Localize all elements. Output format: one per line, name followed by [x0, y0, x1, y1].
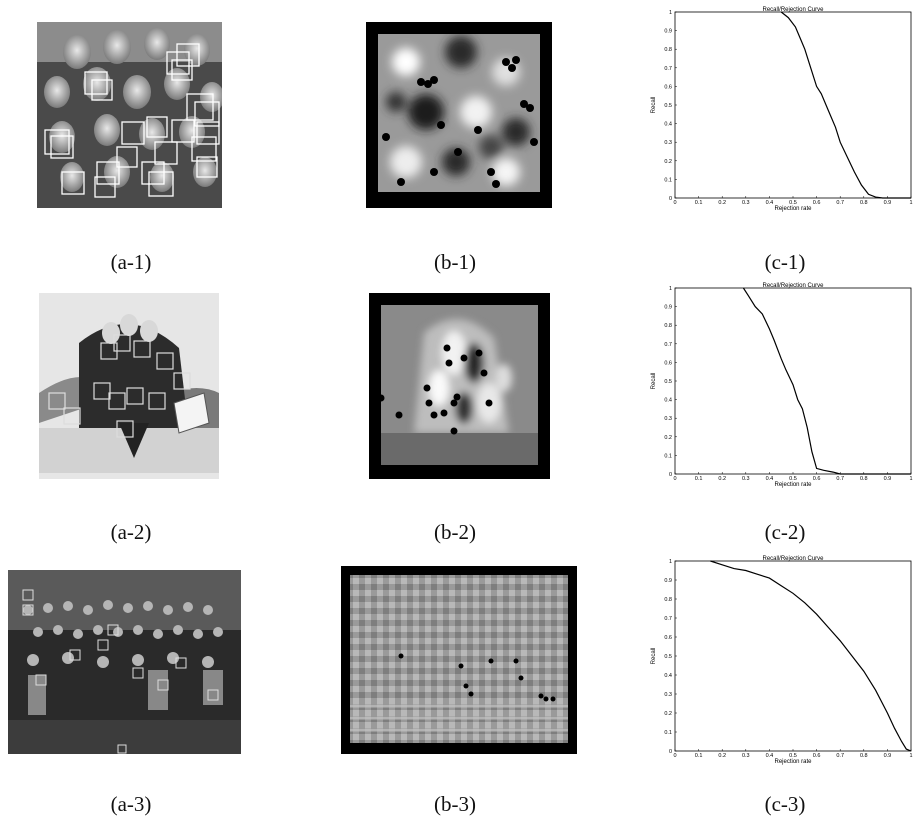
- series-line-0: [742, 287, 911, 475]
- y-tick-label: 0.1: [664, 730, 672, 736]
- saliency-b3: [341, 566, 577, 754]
- recall-chart-c3: Recall/Rejection Curve 0 0.1 0.2 0.3 0.4 0.5 0.…: [651, 556, 913, 765]
- caption-a1: (a-1): [110, 250, 152, 274]
- x-tick-label: 0.2: [718, 200, 726, 206]
- y-tick-label: 0.2: [664, 711, 672, 717]
- recall-chart-c2: Recall/Rejection Curve 0 0.1 0.2 0.3 0.4 0.5 0.…: [651, 283, 913, 488]
- y-tick-label: 0.7: [664, 66, 672, 72]
- caption-b1: (b-1): [434, 250, 476, 274]
- caption-a2: (a-2): [110, 520, 152, 544]
- chart-title: Recall/Rejection Curve: [762, 283, 824, 289]
- y-tick-label: 0.4: [664, 673, 672, 679]
- x-tick-label: 0.7: [836, 753, 844, 759]
- y-tick-label: 0.7: [664, 342, 672, 348]
- caption-c1: (c-1): [764, 250, 806, 274]
- y-tick-label: 0.9: [664, 29, 672, 35]
- x-tick-label: 0.7: [836, 476, 844, 482]
- y-tick-label: 0.2: [664, 435, 672, 441]
- plot-frame: [674, 560, 912, 752]
- chart-title: Recall/Rejection Curve: [762, 7, 824, 13]
- y-tick-label: 0.8: [664, 597, 672, 603]
- y-tick-label: 0.6: [664, 84, 672, 90]
- saliency-b1: [366, 22, 552, 208]
- y-tick-label: 0.8: [664, 47, 672, 53]
- x-tick-label: 0.1: [695, 753, 703, 759]
- x-tick-label: 0.3: [742, 476, 750, 482]
- x-axis-label: Rejection rate: [774, 759, 812, 765]
- y-tick-label: 0.6: [664, 360, 672, 366]
- series-line-0: [780, 11, 911, 199]
- x-tick-label: 0.4: [766, 476, 774, 482]
- x-tick-label: 0.4: [766, 753, 774, 759]
- y-tick-label: 0.3: [664, 140, 672, 146]
- y-tick-label: 0: [669, 749, 672, 755]
- x-tick-label: 0.2: [718, 753, 726, 759]
- y-tick-label: 0.9: [664, 305, 672, 311]
- photo-a2: [39, 293, 219, 479]
- caption-c2: (c-2): [764, 520, 806, 544]
- x-axis-label: Rejection rate: [774, 482, 812, 488]
- x-tick-label: 0.9: [884, 200, 892, 206]
- y-tick-label: 0.4: [664, 398, 672, 404]
- caption-c3: (c-3): [764, 792, 806, 816]
- y-tick-label: 0: [669, 472, 672, 478]
- x-tick-label: 0: [673, 200, 676, 206]
- y-tick-label: 1: [669, 286, 672, 292]
- y-tick-label: 1: [669, 10, 672, 16]
- y-tick-label: 0.2: [664, 159, 672, 165]
- caption-b3: (b-3): [434, 792, 476, 816]
- y-axis-label: Recall: [651, 648, 657, 665]
- x-axis-label: Rejection rate: [774, 206, 812, 212]
- y-tick-label: 0.3: [664, 692, 672, 698]
- x-tick-label: 0.3: [742, 753, 750, 759]
- x-tick-label: 0: [673, 753, 676, 759]
- y-tick-label: 0.8: [664, 323, 672, 329]
- x-tick-label: 1: [909, 200, 912, 206]
- y-tick-label: 0: [669, 196, 672, 202]
- y-tick-label: 0.3: [664, 416, 672, 422]
- x-tick-label: 0: [673, 476, 676, 482]
- y-tick-label: 0.7: [664, 616, 672, 622]
- plot-frame: [674, 287, 912, 475]
- x-tick-label: 0.6: [813, 753, 821, 759]
- y-axis-label: Recall: [651, 373, 657, 390]
- x-tick-label: 0.8: [860, 753, 868, 759]
- x-tick-label: 0.1: [695, 200, 703, 206]
- y-tick-label: 0.5: [664, 379, 672, 385]
- x-tick-label: 0.5: [789, 476, 797, 482]
- x-tick-label: 0.6: [813, 476, 821, 482]
- y-axis-label: Recall: [651, 97, 657, 114]
- x-tick-label: 0.2: [718, 476, 726, 482]
- plot-frame: [674, 11, 912, 199]
- x-tick-label: 0.1: [695, 476, 703, 482]
- y-tick-label: 0.1: [664, 453, 672, 459]
- y-tick-label: 0.6: [664, 635, 672, 641]
- x-tick-label: 0.4: [766, 200, 774, 206]
- x-tick-label: 0.5: [789, 753, 797, 759]
- x-tick-label: 0.9: [884, 476, 892, 482]
- x-tick-label: 0.7: [836, 200, 844, 206]
- caption-b2: (b-2): [434, 520, 476, 544]
- x-tick-label: 1: [909, 476, 912, 482]
- x-tick-label: 0.3: [742, 200, 750, 206]
- chart-title: Recall/Rejection Curve: [762, 556, 824, 562]
- x-tick-label: 1: [909, 753, 912, 759]
- y-tick-label: 0.4: [664, 122, 672, 128]
- x-tick-label: 0.9: [884, 753, 892, 759]
- x-tick-label: 0.6: [813, 200, 821, 206]
- y-tick-label: 0.5: [664, 654, 672, 660]
- y-tick-label: 0.1: [664, 177, 672, 183]
- y-tick-label: 0.9: [664, 578, 672, 584]
- x-tick-label: 0.5: [789, 200, 797, 206]
- saliency-b2: [369, 293, 550, 479]
- series-line-0: [710, 560, 912, 752]
- recall-chart-c1: Recall/Rejection Curve 0 0.1 0.2 0.3 0.4 0.5 0.…: [651, 7, 913, 212]
- caption-a3: (a-3): [110, 792, 152, 816]
- photo-a1: [37, 22, 222, 208]
- y-tick-label: 1: [669, 559, 672, 565]
- x-tick-label: 0.8: [860, 200, 868, 206]
- x-tick-label: 0.8: [860, 476, 868, 482]
- photo-a3: [8, 570, 241, 754]
- y-tick-label: 0.5: [664, 103, 672, 109]
